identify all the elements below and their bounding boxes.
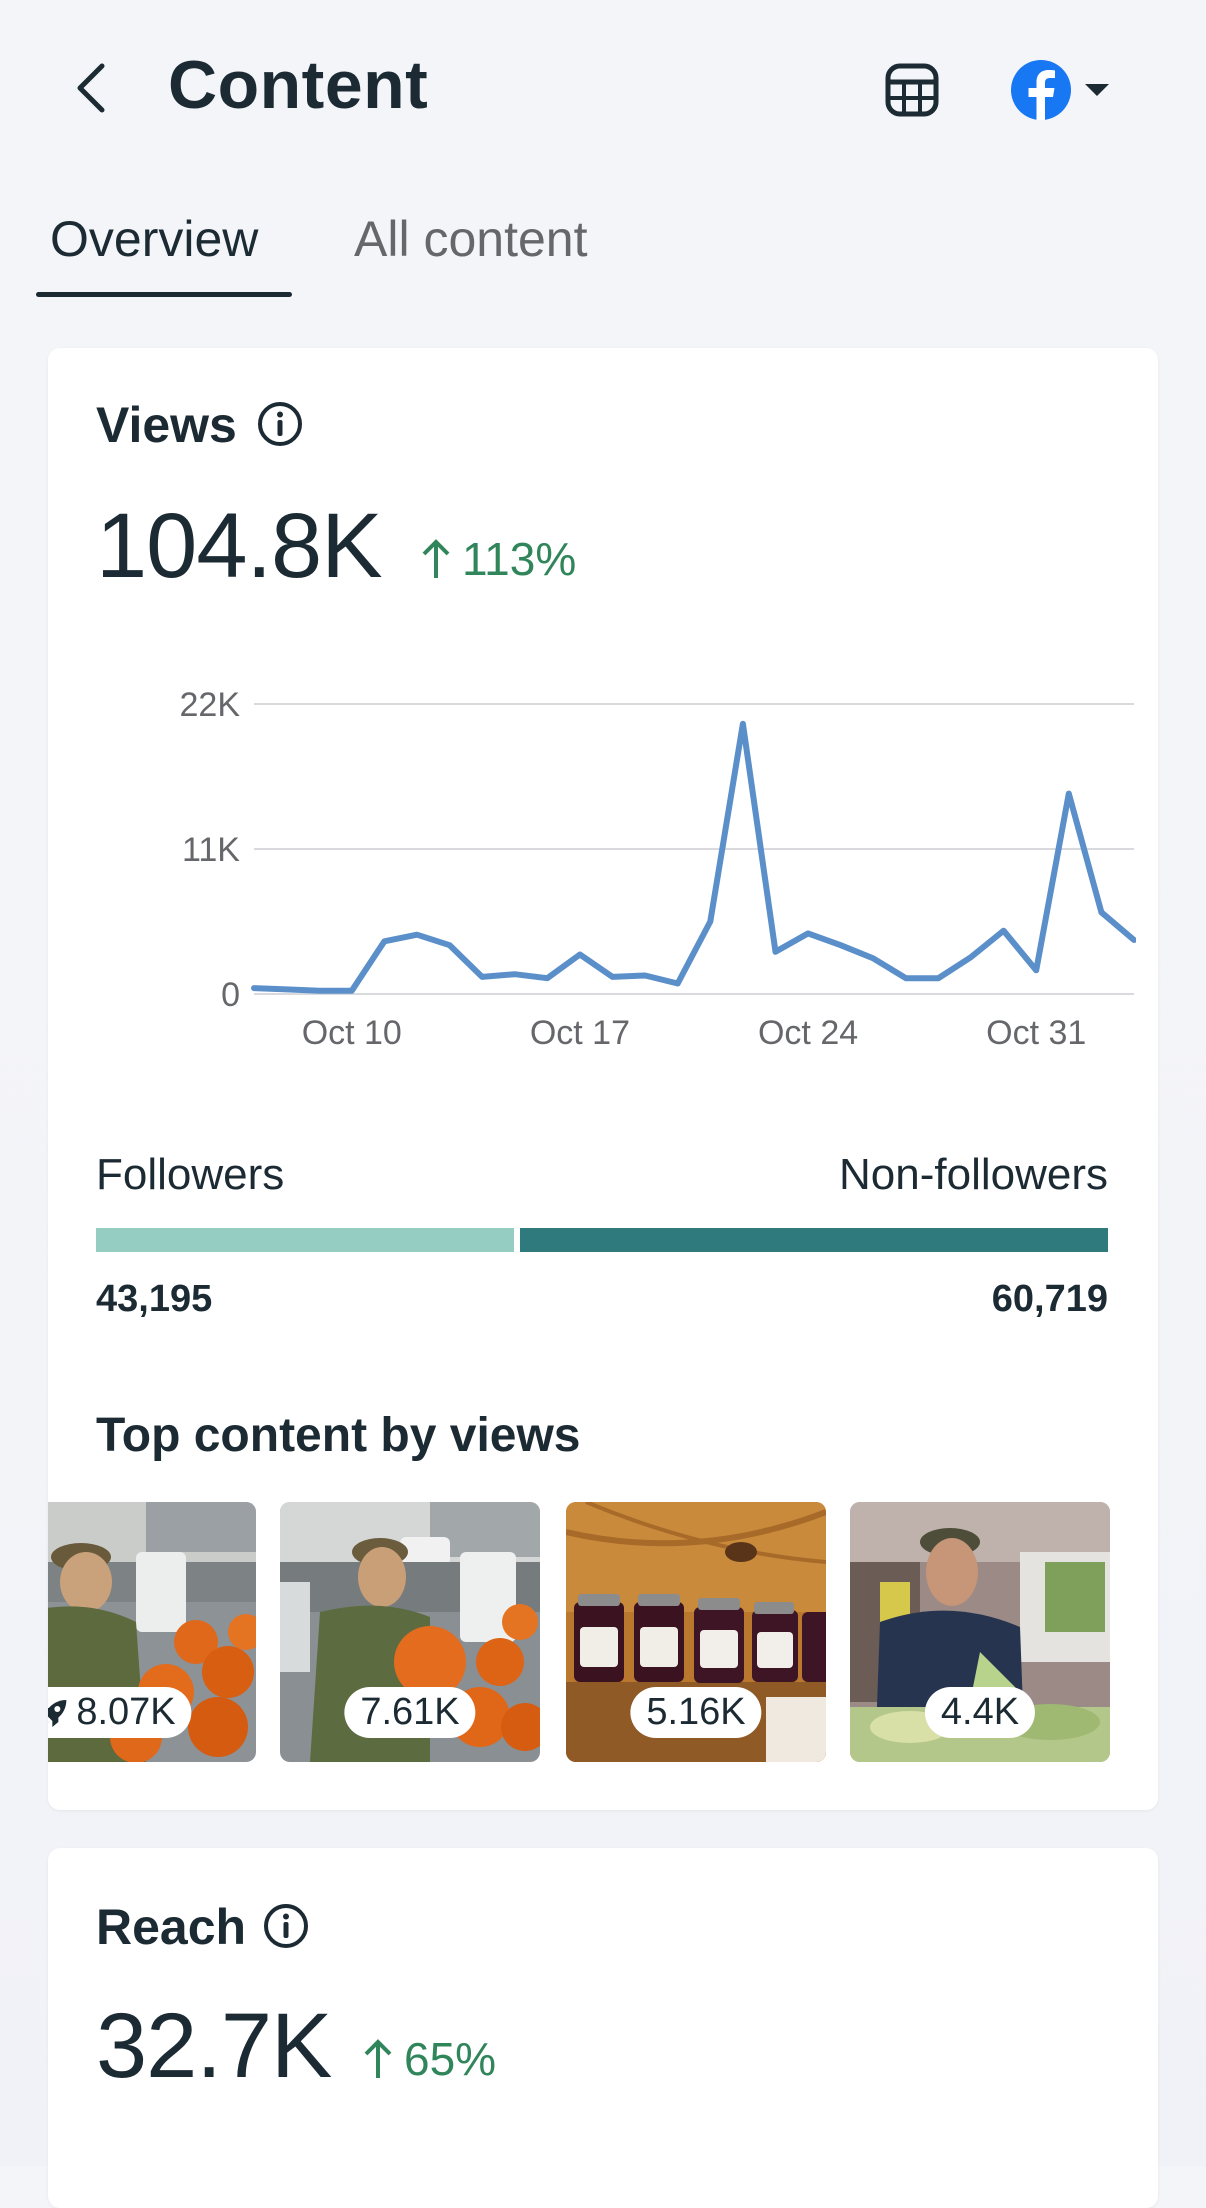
x-tick-label: Oct 10 [302,1014,402,1052]
x-tick-label: Oct 31 [986,1014,1086,1052]
views-card: Views 104.8K 113% 0 11K 22K Oct 10 Oct 17 Oct… [48,348,1158,1810]
page-title: Content [168,46,428,124]
non-followers-bar-segment [520,1228,1108,1252]
top-bar: Content [0,0,1206,180]
arrow-up-icon [420,538,452,580]
account-switcher[interactable] [1010,56,1130,124]
views-series-line [254,724,1134,991]
views-change-value: 113% [462,532,576,586]
info-icon[interactable] [256,400,304,448]
tab-all-content[interactable]: All content [340,200,601,278]
views-count: 4.4K [941,1691,1019,1734]
tab-label: All content [354,211,587,267]
reach-title: Reach [96,1898,246,1956]
facebook-icon [1010,59,1072,121]
y-tick-label: 22K [180,686,241,724]
views-badge: 8.07K [48,1687,192,1738]
reach-change: 65% [362,2032,496,2086]
arrow-up-icon [362,2038,394,2080]
reach-total: 32.7K [96,1994,331,2099]
views-title: Views [96,396,237,454]
views-count: 5.16K [646,1691,745,1734]
caret-down-icon [1082,80,1112,100]
x-tick-label: Oct 24 [758,1014,858,1052]
top-content-item[interactable]: 8.07K [48,1502,256,1762]
views-total: 104.8K [96,494,382,599]
views-badge: 7.61K [344,1687,475,1738]
top-content-title: Top content by views [96,1408,581,1463]
audience-split-bar [96,1228,1108,1252]
non-followers-value: 60,719 [992,1278,1108,1321]
followers-bar-segment [96,1228,514,1252]
views-change: 113% [420,532,576,586]
top-content-carousel[interactable]: 8.07K 7.61K [48,1502,1158,1764]
audience-split-labels: Followers Non-followers [96,1150,1108,1210]
followers-label: Followers [96,1150,284,1199]
rocket-icon [48,1696,70,1730]
reach-change-value: 65% [404,2032,496,2086]
views-count: 7.61K [360,1691,459,1734]
y-tick-label: 11K [182,831,240,869]
top-content-item[interactable]: 7.61K [280,1502,540,1762]
reach-card: Reach 32.7K 65% [48,1848,1158,2208]
followers-value: 43,195 [96,1278,212,1320]
tab-overview[interactable]: Overview [36,200,272,278]
views-badge: 5.16K [630,1687,761,1738]
info-icon[interactable] [262,1902,310,1950]
table-icon [884,62,940,118]
views-chart: 0 11K 22K Oct 10 Oct 17 Oct 24 Oct 31 [96,658,1136,1058]
audience-split-values: 43,195 60,719 [96,1278,1108,1328]
tab-label: Overview [50,211,258,267]
x-tick-label: Oct 17 [530,1014,630,1052]
back-button[interactable] [60,58,120,118]
top-content-item[interactable]: 5.16K [566,1502,826,1762]
views-badge: 4.4K [925,1687,1035,1738]
views-line-chart: 0 11K 22K Oct 10 Oct 17 Oct 24 Oct 31 [96,658,1136,1058]
top-content-item[interactable]: 4.4K [850,1502,1110,1762]
y-tick-label: 0 [221,976,240,1014]
chevron-left-icon [72,62,108,114]
non-followers-label: Non-followers [839,1150,1108,1200]
export-table-button[interactable] [880,58,944,122]
tab-bar: Overview All content [36,200,1186,300]
views-count: 8.07K [76,1691,175,1734]
active-tab-indicator [36,292,292,297]
